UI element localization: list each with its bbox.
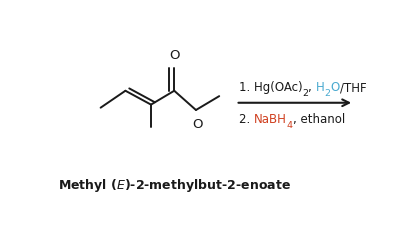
Text: NaBH: NaBH <box>253 113 286 126</box>
Text: O: O <box>330 81 339 94</box>
Text: Methyl ($\it{E}$)-2-methylbut-2-enoate: Methyl ($\it{E}$)-2-methylbut-2-enoate <box>58 176 290 193</box>
Text: , ethanol: , ethanol <box>292 113 344 126</box>
Text: 2: 2 <box>324 88 330 97</box>
Text: 1. Hg(OAc): 1. Hg(OAc) <box>238 81 302 94</box>
Text: O: O <box>168 49 179 62</box>
Text: 2.: 2. <box>238 113 253 126</box>
Text: 4: 4 <box>286 121 292 130</box>
Text: 2: 2 <box>302 88 308 97</box>
Text: ,: , <box>308 81 315 94</box>
Text: /THF: /THF <box>339 81 366 94</box>
Text: O: O <box>192 118 202 131</box>
Text: H: H <box>315 81 324 94</box>
